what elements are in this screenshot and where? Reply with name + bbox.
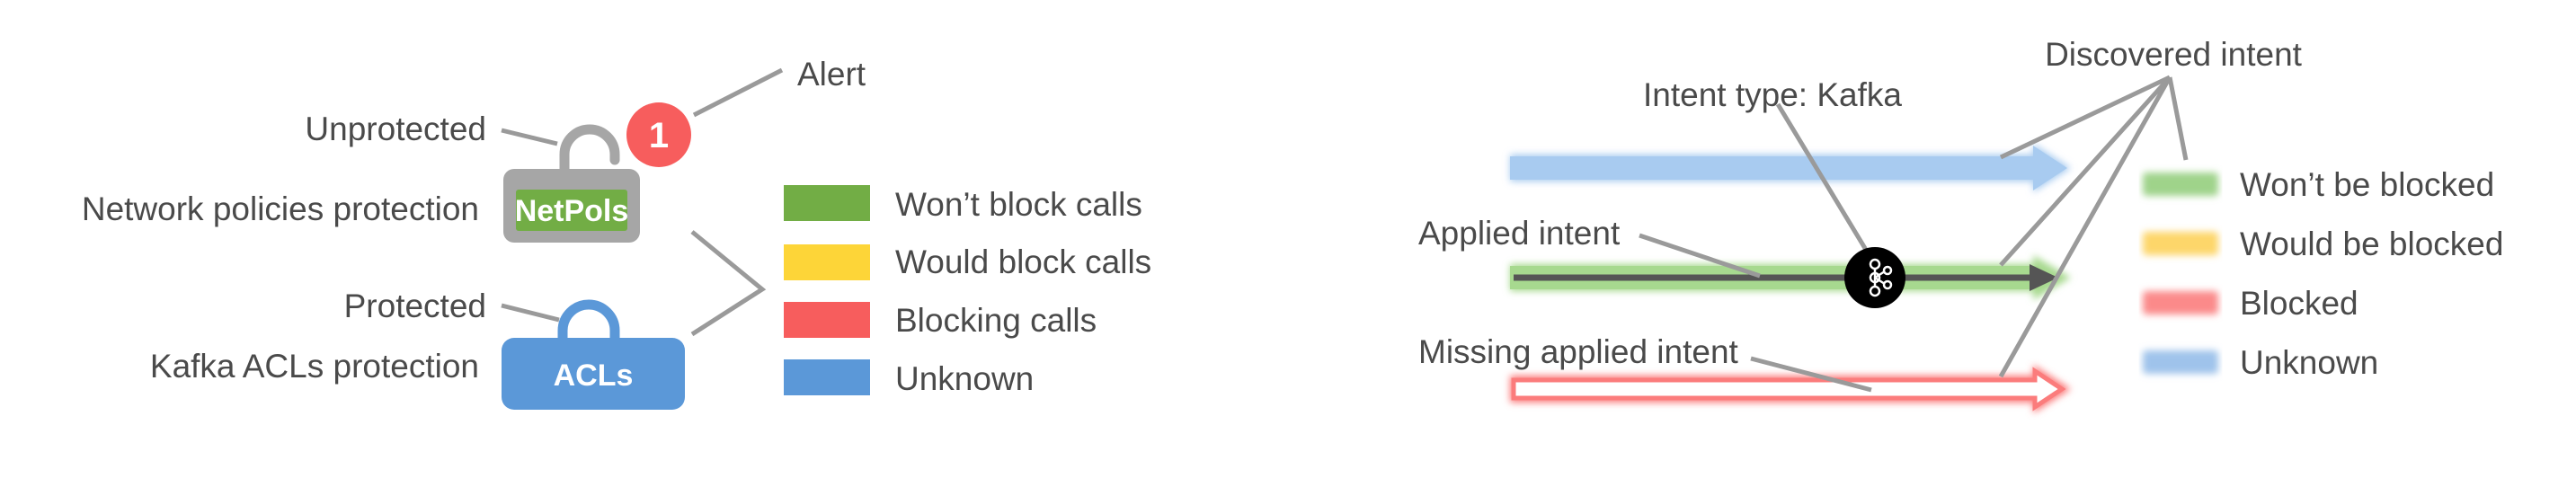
legend-label-blocked: Blocked [2240, 285, 2358, 322]
alert-leader-line [692, 67, 784, 118]
netpol-protection-label: Network policies protection [82, 190, 479, 227]
left-legend: Won’t block calls Would block calls Bloc… [784, 185, 1151, 397]
protected-leader-line [501, 303, 560, 323]
legend-swatch-would-be-blocked [2143, 232, 2218, 255]
right-panel: Intent type: Kafka Discovered intent App… [1418, 36, 2503, 413]
legend-label-blocking: Blocking calls [895, 302, 1097, 339]
red-intent-arrow [1510, 365, 2071, 413]
unprotected-leader-line [501, 128, 558, 146]
legend-label-unknown-right: Unknown [2240, 344, 2378, 381]
legend-label-wont-be-blocked: Won’t be blocked [2240, 166, 2494, 203]
right-legend: Won’t be blocked Would be blocked Blocke… [2143, 166, 2503, 381]
left-panel: NetPols 1 ACLs Alert Unprotected Network… [82, 56, 1151, 410]
netpols-lock-label: NetPols [515, 194, 629, 228]
legend-swatch-unknown [784, 359, 870, 395]
green-intent-arrow [1510, 255, 2071, 300]
protected-label: Protected [344, 288, 486, 324]
discovered-intent-label: Discovered intent [2045, 36, 2303, 73]
legend-label-would-block: Would block calls [895, 243, 1151, 280]
applied-intent-label: Applied intent [1418, 215, 1621, 252]
legend-label-unknown: Unknown [895, 360, 1034, 397]
missing-applied-label: Missing applied intent [1418, 333, 1739, 370]
right-leader-lines [1639, 75, 2189, 393]
kafka-icon [1844, 247, 1905, 308]
legend-label-would-be-blocked: Would be blocked [2240, 226, 2503, 262]
unprotected-label: Unprotected [305, 111, 486, 147]
legend-swatch-blocked [2143, 291, 2218, 314]
intent-type-label: Intent type: Kafka [1643, 76, 1902, 113]
legend-swatch-blocking [784, 302, 870, 338]
acls-lock-icon: ACLs [502, 299, 685, 410]
legend-swatch-wont-be-blocked [2143, 173, 2218, 196]
legend-swatch-unknown-right [2143, 350, 2218, 374]
legend-label-wont-block: Won’t block calls [895, 186, 1142, 223]
alert-badge: 1 [626, 102, 691, 167]
alert-count: 1 [649, 116, 669, 155]
kafka-protection-label: Kafka ACLs protection [150, 348, 479, 385]
legend-bracket-line [690, 230, 767, 337]
alert-label: Alert [797, 56, 866, 93]
acls-lock-label: ACLs [554, 358, 634, 393]
legend-swatch-wont-block [784, 185, 870, 221]
blue-intent-arrow [1510, 144, 2071, 192]
netpols-lock-icon: NetPols [503, 124, 640, 243]
legend-swatch-would-block [784, 244, 870, 280]
